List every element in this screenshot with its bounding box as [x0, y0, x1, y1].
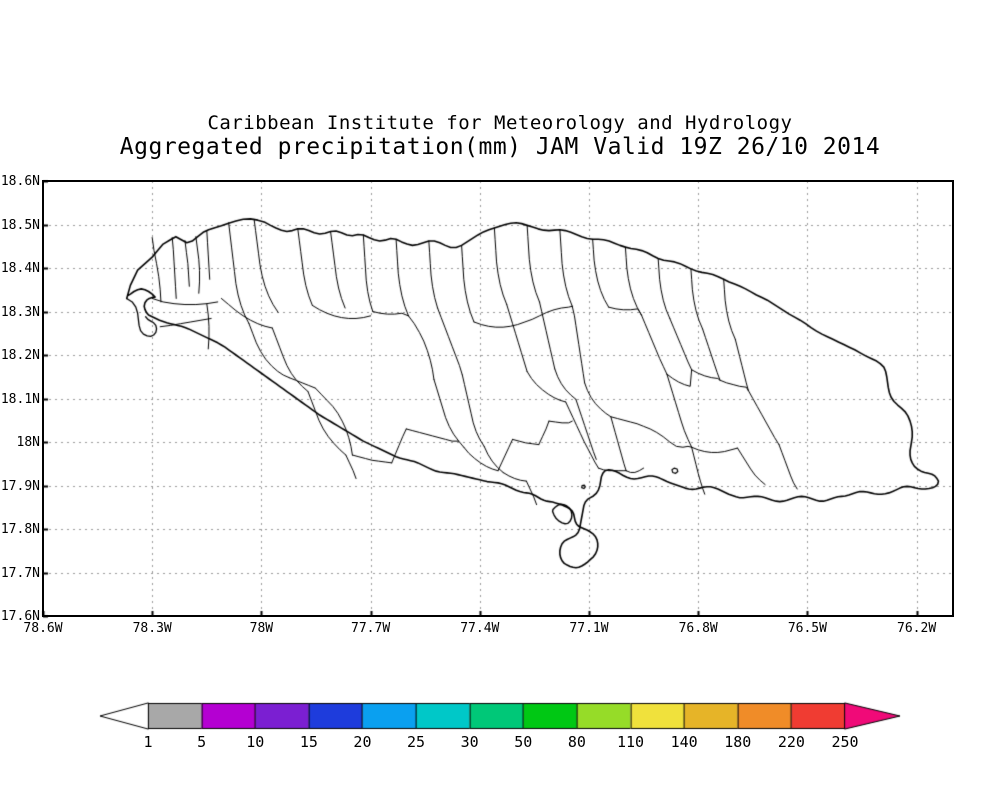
- colorbar-tick-label: 50: [514, 733, 533, 751]
- colorbar-tick-label: 15: [299, 733, 318, 751]
- colorbar-tick-label: 110: [616, 733, 645, 751]
- colorbar-tick-label: 1: [143, 733, 153, 751]
- y-axis-tick-label: 17.9N: [0, 478, 40, 494]
- colorbar-tick-label: 140: [670, 733, 698, 751]
- x-axis-tick-label: 76.8W: [678, 621, 718, 636]
- colorbar-tick-label: 25: [407, 733, 426, 751]
- x-axis-tick-label: 77.7W: [351, 621, 391, 636]
- y-axis-tick-label: 17.6N: [0, 609, 40, 624]
- colorbar-tick-label: 5: [197, 733, 207, 751]
- x-axis-tick-label: 76.2W: [897, 621, 937, 636]
- colorbar-tick-label: 220: [777, 733, 805, 751]
- x-axis-tick-label: 77.1W: [569, 621, 609, 636]
- x-axis-tick-label: 78W: [249, 621, 274, 636]
- y-axis-tick-label: 17.7N: [0, 565, 40, 581]
- y-axis-tick-label: 18.2N: [0, 348, 40, 363]
- y-axis-tick-label: 18N: [16, 435, 40, 450]
- colorbar-tick-label: 20: [353, 733, 372, 751]
- colorbar-tick-label: 80: [567, 733, 586, 751]
- x-axis-tick-label: 78.3W: [132, 621, 172, 636]
- y-axis-tick-label: 18.3N: [0, 304, 40, 320]
- colorbar-tick-label: 250: [831, 733, 859, 751]
- colorbar-tick-label: 30: [460, 733, 479, 751]
- colorbar-tick-label: 180: [724, 733, 752, 751]
- y-axis-tick-label: 18.5N: [0, 217, 40, 233]
- y-axis-tick-label: 18.6N: [0, 174, 40, 189]
- x-axis-tick-label: 78.6W: [23, 621, 63, 636]
- y-axis-tick-label: 18.4N: [0, 261, 40, 276]
- x-axis-tick-label: 77.4W: [460, 621, 500, 636]
- x-axis-tick-label: 76.5W: [787, 621, 827, 636]
- y-axis-tick-label: 17.8N: [0, 522, 40, 537]
- y-axis-tick-label: 18.1N: [0, 391, 40, 407]
- colorbar-tick-label: 10: [246, 733, 265, 751]
